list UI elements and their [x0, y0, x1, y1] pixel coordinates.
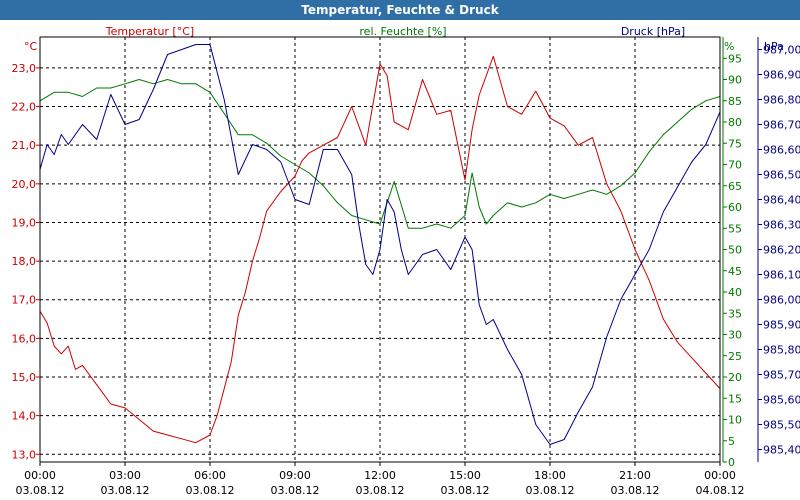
temperature-tick-label: 14,0	[12, 410, 37, 423]
humidity-tick-label: 5	[728, 435, 735, 448]
humidity-tick-label: 60	[728, 201, 742, 214]
humidity-tick-label: 0	[728, 456, 735, 469]
pressure-tick-label: 986,40	[763, 194, 800, 207]
pressure-tick-label: 985,80	[763, 344, 800, 357]
pressure-tick-label: 986,00	[763, 294, 800, 307]
x-tick-time: 00:00	[24, 469, 56, 482]
temperature-tick-label: 22,0	[12, 101, 37, 114]
x-tick-date: 03.08.12	[441, 484, 490, 497]
temperature-tick-label: 20,0	[12, 178, 37, 191]
x-tick-date: 03.08.12	[101, 484, 150, 497]
pressure-tick-label: 985,90	[763, 319, 800, 332]
humidity-tick-label: 10	[728, 414, 742, 427]
humidity-tick-label: 70	[728, 159, 742, 172]
humidity-tick-label: 55	[728, 222, 742, 235]
humidity-tick-label: 35	[728, 307, 742, 320]
pressure-series-line	[39, 44, 721, 445]
humidity-tick-label: 95	[728, 52, 742, 65]
humidity-tick-label: 40	[728, 286, 742, 299]
humidity-axis-title: rel. Feuchte [%]	[359, 25, 446, 38]
pressure-tick-label: 986,10	[763, 269, 800, 282]
humidity-tick-label: 30	[728, 329, 742, 342]
humidity-tick-label: 80	[728, 116, 742, 129]
pressure-tick-label: 986,50	[763, 169, 800, 182]
axis-layer: 00:00 03.08.12 03:00 03.08.12 06:00 03.08.12 0…	[12, 37, 800, 497]
x-tick-date: 03.08.12	[611, 484, 660, 497]
pressure-tick-label: 985,40	[763, 444, 800, 457]
humidity-tick-label: 15	[728, 392, 742, 405]
x-tick-time: 00:00	[704, 469, 736, 482]
temperature-tick-label: 23,0	[12, 62, 37, 75]
chart-title: Temperatur, Feuchte & Druck	[301, 3, 499, 17]
pressure-tick-label: 986,70	[763, 119, 800, 132]
x-tick-time: 15:00	[449, 469, 481, 482]
x-tick-time: 06:00	[194, 469, 226, 482]
pressure-tick-label: 986,80	[763, 94, 800, 107]
humidity-tick-label: 45	[728, 265, 742, 278]
x-tick-date: 03.08.12	[526, 484, 575, 497]
pressure-tick-label: 985,60	[763, 394, 800, 407]
pressure-tick-label: 986,20	[763, 244, 800, 257]
temperature-axis-title: Temperatur [°C]	[105, 25, 194, 38]
temperature-tick-label: 17,0	[12, 294, 37, 307]
humidity-tick-label: 85	[728, 95, 742, 108]
temperature-tick-label: 15,0	[12, 371, 37, 384]
humidity-tick-label: 75	[728, 137, 742, 150]
x-tick-time: 03:00	[109, 469, 141, 482]
temperature-tick-label: 18,0	[12, 255, 37, 268]
pressure-tick-label: 985,70	[763, 369, 800, 382]
x-tick-date: 03.08.12	[356, 484, 405, 497]
humidity-tick-label: 20	[728, 371, 742, 384]
humidity-tick-label: 25	[728, 350, 742, 363]
series-layer	[39, 44, 721, 445]
humidity-tick-label: 50	[728, 244, 742, 257]
pressure-tick-label: 986,30	[763, 219, 800, 232]
temperature-series-line	[39, 55, 721, 444]
x-tick-date: 04.08.12	[696, 484, 745, 497]
x-tick-time: 09:00	[279, 469, 311, 482]
x-tick-date: 03.08.12	[16, 484, 65, 497]
pressure-tick-label: 985,50	[763, 419, 800, 432]
humidity-tick-label: 65	[728, 180, 742, 193]
pressure-axis-unit: hPa	[764, 40, 784, 53]
humidity-axis-unit: %	[724, 40, 734, 53]
x-tick-date: 03.08.12	[186, 484, 235, 497]
temperature-axis-unit: °C	[24, 40, 38, 53]
humidity-tick-label: 90	[728, 74, 742, 87]
x-tick-time: 21:00	[619, 469, 651, 482]
temperature-tick-label: 16,0	[12, 332, 37, 345]
title-bar	[0, 0, 800, 20]
pressure-tick-label: 987,00	[763, 44, 800, 57]
x-tick-date: 03.08.12	[271, 484, 320, 497]
x-tick-time: 18:00	[534, 469, 566, 482]
pressure-tick-label: 986,60	[763, 144, 800, 157]
pressure-tick-label: 986,90	[763, 69, 800, 82]
temperature-tick-label: 19,0	[12, 216, 37, 229]
temperature-tick-label: 21,0	[12, 139, 37, 152]
humidity-series-line	[39, 79, 721, 229]
pressure-axis-title: Druck [hPa]	[621, 25, 685, 38]
temperature-tick-label: 13,0	[12, 448, 37, 461]
x-tick-time: 12:00	[364, 469, 396, 482]
